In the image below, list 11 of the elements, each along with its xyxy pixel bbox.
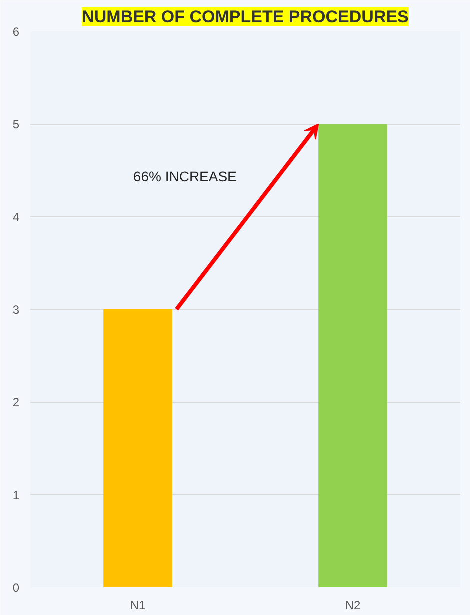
y-tick-label: 5: [12, 118, 20, 132]
y-tick-label: 4: [12, 210, 20, 224]
y-tick-label: 3: [12, 303, 20, 317]
y-tick-label: 2: [12, 396, 20, 410]
x-tick-label: N1: [130, 598, 146, 612]
y-tick-label: 6: [12, 25, 20, 39]
y-tick-label: 0: [12, 581, 20, 595]
annotation: 66% INCREASE: [133, 168, 237, 184]
chart-title: NUMBER OF COMPLETE PROCEDURES: [82, 8, 409, 26]
y-tick-label: 1: [12, 488, 20, 502]
x-tick-label: N2: [345, 598, 361, 612]
